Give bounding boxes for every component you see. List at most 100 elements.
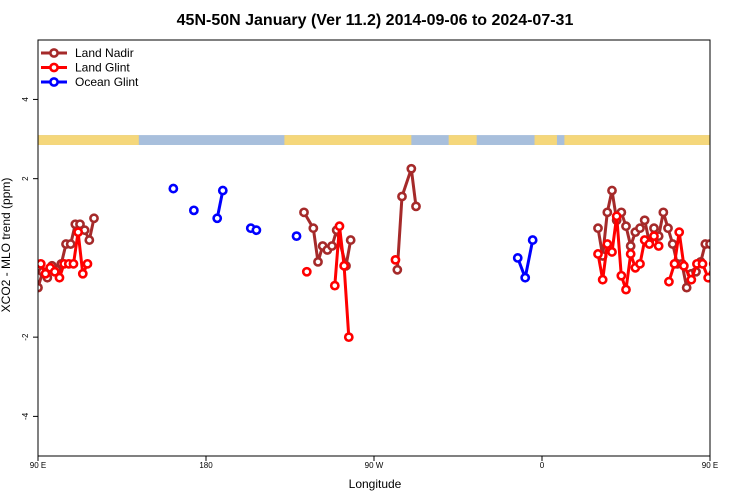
data-point	[621, 221, 631, 232]
data-point	[49, 266, 60, 277]
data-point	[251, 225, 262, 236]
legend-marker	[49, 62, 59, 73]
data-point	[678, 260, 689, 271]
series-ocean-glint	[168, 183, 538, 283]
data-point	[527, 235, 538, 245]
data-point	[593, 223, 603, 234]
data-point	[625, 249, 636, 259]
data-point	[716, 258, 723, 265]
x-axis-label: Longitude	[349, 477, 402, 491]
data-point	[73, 227, 84, 238]
data-point	[345, 235, 356, 245]
data-point	[730, 258, 737, 265]
data-point	[593, 249, 603, 259]
data-point	[301, 266, 312, 277]
data-point	[709, 222, 710, 226]
data-point	[639, 215, 650, 226]
x-tick-label: 90 E	[30, 461, 46, 470]
data-point	[40, 268, 51, 279]
series-line	[333, 224, 351, 338]
x-tick-label: 180	[199, 461, 213, 470]
data-point	[607, 247, 617, 257]
data-point	[607, 185, 617, 196]
data-point	[602, 207, 613, 218]
data-point	[681, 282, 692, 293]
land-band	[284, 135, 412, 145]
data-point	[406, 163, 417, 174]
data-point	[54, 272, 65, 283]
data-point	[602, 239, 613, 249]
data-point	[708, 260, 710, 268]
data-point	[77, 268, 88, 279]
y-tick-label: -2	[21, 333, 30, 341]
data-point	[635, 223, 645, 234]
data-point	[653, 241, 664, 251]
data-point	[392, 264, 403, 275]
data-point	[343, 332, 354, 343]
data-point	[625, 241, 636, 251]
data-point	[644, 239, 655, 249]
legend-label: Ocean Glint	[75, 75, 139, 89]
data-point	[649, 223, 659, 234]
data-point	[663, 223, 673, 234]
data-point	[212, 213, 223, 224]
legend-label: Land Glint	[75, 61, 130, 75]
data-point	[664, 276, 674, 287]
y-tick-label: 2	[21, 176, 30, 181]
data-point	[716, 221, 723, 228]
series-land-nadir	[38, 163, 737, 293]
data-point	[621, 284, 631, 295]
land-band	[534, 135, 557, 145]
data-point	[649, 231, 659, 242]
data-point	[730, 215, 737, 222]
plot-area	[38, 163, 737, 343]
y-tick-label: -4	[21, 412, 30, 420]
axes: 90 E 180 90 W 0 90 E -4 -2 2 4	[21, 39, 718, 470]
data-point	[658, 207, 669, 218]
data-point	[611, 211, 622, 222]
data-point	[635, 258, 645, 269]
data-point	[674, 227, 685, 238]
chart-title: 45N-50N January (Ver 11.2) 2014-09-06 to…	[177, 12, 574, 29]
data-point	[411, 201, 421, 212]
data-point	[725, 236, 732, 243]
legend-item: Land Nadir	[41, 46, 134, 60]
data-point	[520, 272, 531, 283]
series-land-glint	[38, 211, 737, 343]
land-band	[38, 135, 139, 145]
series-line	[395, 167, 418, 270]
data-point	[669, 258, 680, 269]
data-point	[390, 254, 401, 265]
y-tick-label: 4	[21, 97, 30, 102]
legend-marker	[49, 48, 59, 58]
data-point	[397, 191, 407, 202]
x-tick-label: 0	[540, 461, 545, 470]
data-point	[705, 239, 710, 249]
data-point	[686, 274, 697, 285]
data-point	[512, 253, 523, 263]
legend-label: Land Nadir	[75, 46, 134, 60]
land-ocean-strip	[38, 135, 710, 145]
data-point	[597, 274, 608, 285]
data-point	[89, 213, 99, 224]
land-band	[448, 135, 477, 145]
data-point	[697, 258, 708, 269]
data-point	[703, 272, 710, 283]
legend-marker	[49, 77, 59, 87]
data-point	[291, 231, 302, 242]
data-point	[38, 258, 46, 269]
data-point	[82, 258, 93, 269]
legend-item: Ocean Glint	[41, 75, 139, 89]
data-point	[616, 270, 627, 281]
data-point	[339, 260, 350, 271]
data-point	[334, 221, 345, 232]
data-point	[188, 205, 199, 216]
data-point	[168, 183, 179, 194]
data-point	[308, 223, 319, 234]
land-band	[564, 135, 710, 145]
data-point	[313, 256, 323, 267]
data-point	[65, 239, 76, 249]
data-point	[299, 207, 309, 218]
data-point	[327, 241, 337, 251]
